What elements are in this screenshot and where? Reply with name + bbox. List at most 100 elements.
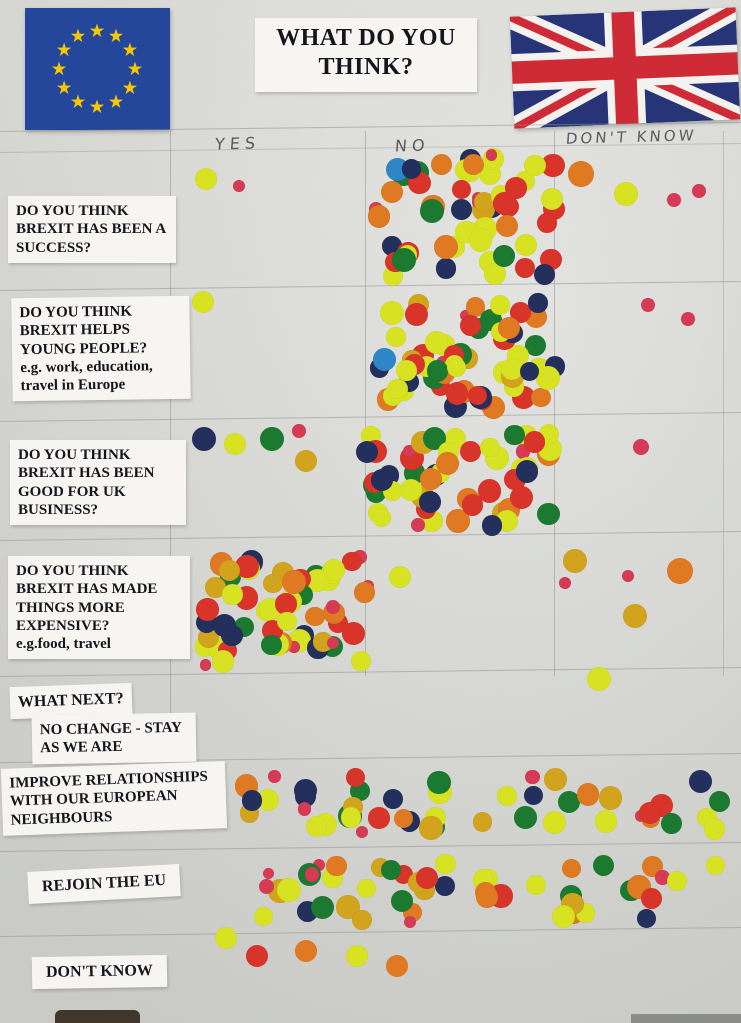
sticker-dot-crimson xyxy=(312,859,325,872)
sticker-dot-yellow xyxy=(703,817,726,840)
sticker-dot-red xyxy=(345,768,366,788)
sticker-dot-yellow xyxy=(357,879,377,899)
sticker-dot-orange xyxy=(420,468,443,491)
sticker-dot-orange xyxy=(434,235,459,259)
sticker-dot-crimson xyxy=(681,312,695,326)
sticker-dot-yellow xyxy=(551,904,575,928)
sticker-dot-red xyxy=(467,385,487,405)
grid-line xyxy=(365,131,366,676)
sticker-dot-yellow xyxy=(323,558,346,582)
sticker-dot-navy xyxy=(689,770,713,794)
sticker-dot-navy xyxy=(636,908,656,928)
question-text: DO YOU THINK BREXIT HAS BEEN A SUCCESS? xyxy=(16,203,166,256)
sticker-dot-navy xyxy=(382,788,403,810)
sticker-dot-navy xyxy=(212,613,236,637)
sticker-dot-crimson xyxy=(304,867,319,882)
sticker-dot-orange xyxy=(463,153,485,175)
sticker-dot-red xyxy=(246,945,268,967)
sticker-dot-crimson xyxy=(633,439,649,455)
sticker-dot-crimson xyxy=(403,915,416,929)
sticker-dot-green xyxy=(592,854,614,876)
sticker-dot-yellow xyxy=(480,437,501,458)
sticker-dot-yellow xyxy=(425,331,449,354)
sticker-dot-gold xyxy=(473,191,495,213)
sticker-dot-blue xyxy=(372,347,396,371)
sticker-dot-red xyxy=(537,213,557,233)
sticker-dot-gold xyxy=(219,560,241,582)
sticker-dot-navy xyxy=(435,257,457,279)
sticker-dot-yellow xyxy=(489,295,510,316)
sticker-dot-red xyxy=(404,302,428,326)
sticker-dot-red xyxy=(509,485,533,509)
sticker-dot-red xyxy=(342,551,362,572)
sticker-dot-crimson xyxy=(262,867,274,880)
sticker-dot-navy xyxy=(434,875,456,897)
sticker-dot-green xyxy=(260,427,284,451)
question-note: e.g.food, travel xyxy=(16,636,111,653)
sticker-dot-orange xyxy=(465,297,486,317)
sticker-dot-red xyxy=(196,598,219,621)
sticker-dot-yellow xyxy=(195,168,217,190)
sticker-dot-red xyxy=(505,177,527,200)
sticker-dot-crimson xyxy=(655,870,670,885)
sticker-dot-red xyxy=(445,382,469,405)
sticker-dot-gold xyxy=(204,577,226,598)
sticker-dot-red xyxy=(639,802,661,825)
sticker-dot-orange xyxy=(667,558,693,584)
sticker-dot-yellow xyxy=(524,154,546,177)
sticker-dot-orange xyxy=(386,955,408,977)
sticker-dot-orange xyxy=(380,181,403,204)
sticker-dot-orange xyxy=(326,855,347,876)
sticker-dot-gold xyxy=(598,786,623,811)
sticker-dot-crimson xyxy=(199,659,212,671)
sticker-dot-orange xyxy=(436,452,460,476)
sticker-dot-crimson xyxy=(326,600,341,615)
sticker-dot-green xyxy=(708,790,730,812)
sticker-dot-orange xyxy=(295,940,317,962)
sticker-dot-orange xyxy=(496,214,519,238)
sticker-dot-crimson xyxy=(559,577,571,589)
sticker-dot-crimson xyxy=(485,149,498,161)
uk-flag xyxy=(505,0,741,139)
sticker-dot-yellow xyxy=(277,611,297,632)
sticker-dot-green xyxy=(392,247,417,272)
sticker-dot-orange xyxy=(476,886,498,908)
sticker-dot-green xyxy=(261,634,282,656)
sticker-dot-green xyxy=(661,812,683,834)
sticker-dot-yellow xyxy=(224,433,246,455)
sticker-dot-navy xyxy=(294,778,318,802)
sticker-dot-orange xyxy=(354,582,375,603)
sticker-dot-yellow xyxy=(387,378,408,400)
sticker-dot-yellow xyxy=(192,291,214,313)
sticker-dot-green xyxy=(558,790,581,813)
sticker-dot-crimson xyxy=(292,424,306,438)
sticker-dot-red xyxy=(275,593,298,616)
sticker-dot-yellow xyxy=(667,870,688,891)
sticker-dot-red xyxy=(461,493,484,516)
sticker-dot-orange xyxy=(576,783,599,806)
sticker-dot-yellow xyxy=(526,875,546,895)
sticker-dot-red xyxy=(235,554,260,579)
sticker-dot-orange xyxy=(368,205,391,228)
question-label-expensive: DO YOU THINK BREXIT HAS MADE THINGS MORE… xyxy=(8,556,190,660)
sticker-dot-crimson xyxy=(355,826,368,839)
sticker-dot-yellow xyxy=(276,878,301,903)
sticker-dot-orange xyxy=(445,509,470,534)
sticker-dot-crimson xyxy=(641,298,655,312)
sticker-dot-navy xyxy=(356,441,379,464)
sticker-dot-red xyxy=(523,431,546,454)
sticker-dot-yellow xyxy=(396,360,417,381)
sticker-dot-red xyxy=(541,153,565,178)
sticker-dot-red xyxy=(641,888,663,910)
sticker-dot-green xyxy=(426,770,451,795)
sticker-dot-red xyxy=(416,867,439,890)
sticker-dot-gold xyxy=(351,909,372,931)
sticker-dot-yellow xyxy=(400,478,423,501)
sticker-dot-yellow xyxy=(500,357,523,380)
sticker-dot-crimson xyxy=(410,518,425,533)
sticker-dot-crimson xyxy=(692,184,706,198)
sticker-dot-orange xyxy=(497,316,520,339)
sticker-dot-yellow xyxy=(483,263,506,286)
sticker-dot-green xyxy=(426,360,449,383)
